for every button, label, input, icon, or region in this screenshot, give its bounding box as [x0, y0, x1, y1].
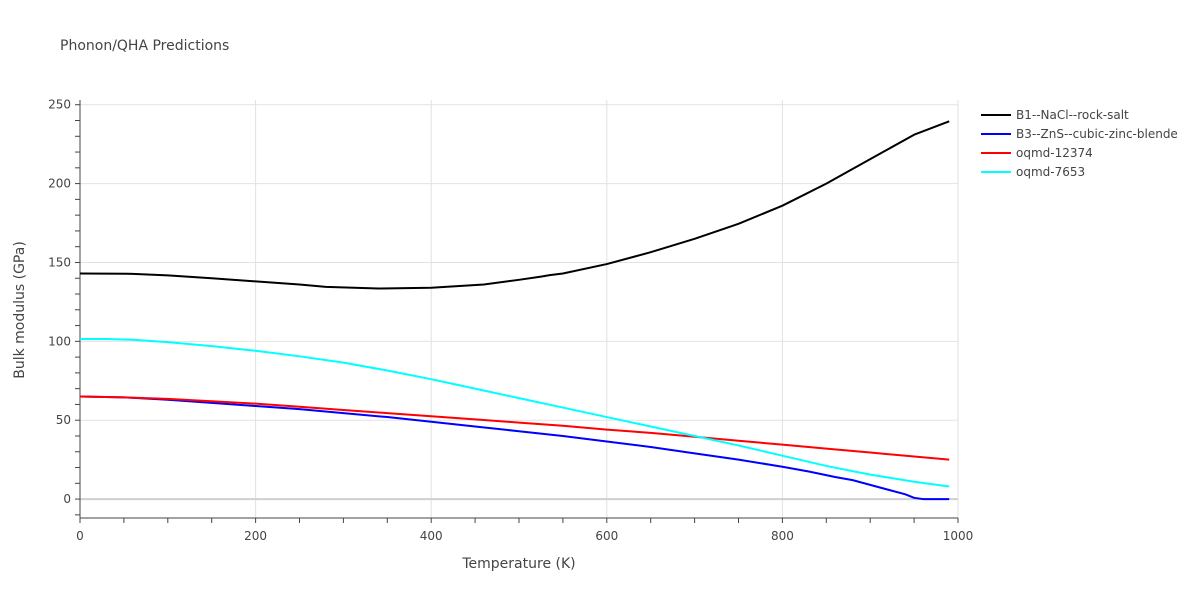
grid-layer [80, 100, 959, 518]
series-line-3 [80, 337, 950, 488]
series-line-0 [79, 120, 950, 290]
legend[interactable]: B1--NaCl--rock-salt B3--ZnS--cubic-zinc-b… [981, 108, 1178, 179]
y-tick-label: 50 [56, 413, 71, 427]
x-tick-label: 1000 [943, 529, 974, 543]
legend-label: B1--NaCl--rock-salt [1016, 108, 1129, 122]
y-axis-title: Bulk modulus (GPa) [12, 241, 28, 379]
x-tick-label: 400 [420, 529, 443, 543]
x-tick-label: 200 [244, 529, 267, 543]
chart-title: Phonon/QHA Predictions [60, 38, 229, 54]
legend-item-3[interactable]: oqmd-7653 [981, 165, 1085, 179]
x-tick-label: 0 [76, 529, 84, 543]
axis-layer: 0 200 400 600 800 1000 0 50 100 150 200 250 [48, 98, 973, 543]
legend-item-2[interactable]: oqmd-12374 [981, 146, 1093, 160]
y-tick-label: 250 [48, 98, 71, 112]
series-line-1 [79, 395, 950, 501]
y-tick-label: 200 [48, 177, 71, 191]
y-tick-label: 100 [48, 334, 71, 348]
legend-label: B3--ZnS--cubic-zinc-blende [1016, 127, 1178, 141]
series-line-2 [79, 395, 950, 461]
legend-item-1[interactable]: B3--ZnS--cubic-zinc-blende [981, 127, 1178, 141]
y-tick-label: 0 [63, 492, 71, 506]
y-tick-label: 150 [48, 255, 71, 269]
legend-label: oqmd-12374 [1016, 146, 1093, 160]
legend-label: oqmd-7653 [1016, 165, 1085, 179]
x-tick-label: 600 [595, 529, 618, 543]
x-tick-label: 800 [771, 529, 794, 543]
x-axis-title: Temperature (K) [461, 556, 575, 572]
series-layer [79, 120, 950, 501]
legend-item-0[interactable]: B1--NaCl--rock-salt [981, 108, 1129, 122]
